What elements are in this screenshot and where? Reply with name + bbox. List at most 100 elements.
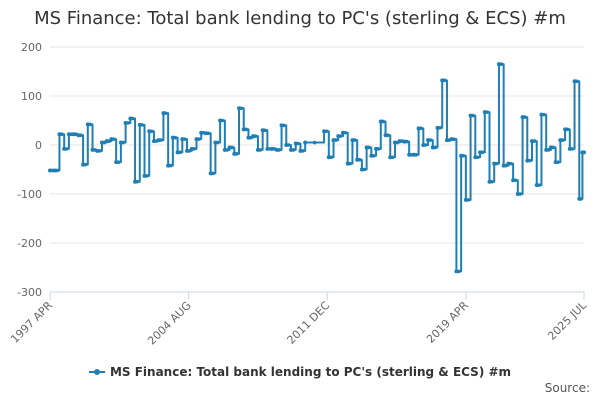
data-point[interactable] [83,162,88,167]
data-point[interactable] [301,149,305,153]
data-point[interactable] [286,143,291,147]
data-point[interactable] [419,126,423,131]
data-point[interactable] [551,145,556,150]
data-point[interactable] [348,161,352,166]
data-point[interactable] [442,78,447,83]
data-point[interactable] [404,139,409,144]
data-point[interactable] [367,145,371,150]
data-point[interactable] [390,155,395,160]
data-point[interactable] [513,178,518,183]
data-point[interactable] [215,140,220,145]
series-line[interactable] [50,63,584,273]
data-point[interactable] [145,174,149,178]
data-point[interactable] [466,198,471,202]
data-point[interactable] [55,168,59,173]
data-point[interactable] [230,145,234,150]
data-point[interactable] [485,110,489,114]
data-point[interactable] [579,197,583,201]
data-point[interactable] [163,111,168,115]
data-point[interactable] [220,118,225,123]
data-point[interactable] [343,130,348,135]
data-point[interactable] [178,150,182,155]
data-point[interactable] [581,150,586,155]
data-point[interactable] [428,138,433,142]
data-point[interactable] [239,106,244,111]
data-point[interactable] [267,147,272,151]
data-point[interactable] [173,135,178,140]
data-point[interactable] [88,122,92,127]
data-point[interactable] [504,163,508,168]
data-point[interactable] [433,145,437,150]
data-point[interactable] [494,161,499,166]
data-point[interactable] [518,192,523,196]
data-point[interactable] [234,152,239,156]
data-point[interactable] [149,129,154,134]
data-point[interactable] [324,129,329,134]
data-point[interactable] [126,121,130,125]
data-point[interactable] [296,141,300,146]
data-point[interactable] [560,138,565,142]
data-point[interactable] [386,133,390,137]
data-point[interactable] [353,138,357,142]
data-point[interactable] [130,116,135,121]
data-point[interactable] [60,132,64,137]
credits[interactable]: Source: [544,381,590,395]
data-point[interactable] [371,153,376,158]
data-point[interactable] [93,148,97,152]
data-point[interactable] [409,153,414,157]
data-point[interactable] [471,113,475,118]
data-point[interactable] [107,139,111,143]
data-point[interactable] [116,160,121,164]
data-point[interactable] [461,153,466,158]
data-point[interactable] [211,171,215,176]
data-point[interactable] [475,155,480,160]
data-point[interactable] [414,153,419,157]
data-point[interactable] [182,137,187,141]
data-point[interactable] [277,148,281,152]
data-point[interactable] [556,160,560,164]
data-point[interactable] [423,143,428,147]
data-point[interactable] [575,79,579,84]
data-point[interactable] [111,137,116,141]
data-point[interactable] [78,133,83,137]
data-point[interactable] [253,134,258,138]
data-point[interactable] [249,135,253,140]
data-point[interactable] [74,132,78,137]
data-point[interactable] [225,148,230,152]
data-point[interactable] [64,147,69,151]
data-point[interactable] [334,138,338,142]
data-point[interactable] [291,148,296,152]
data-point[interactable] [447,138,452,142]
data-point[interactable] [282,123,286,128]
data-point[interactable] [537,183,541,187]
data-point[interactable] [272,147,277,151]
data-point[interactable] [201,130,206,135]
data-point[interactable] [159,138,163,142]
data-point[interactable] [452,137,456,141]
data-point[interactable] [192,147,196,151]
data-point[interactable] [542,112,546,117]
data-point[interactable] [154,139,159,143]
data-point[interactable] [357,157,362,162]
data-point[interactable] [400,139,404,143]
data-point[interactable] [97,149,102,153]
data-point[interactable] [329,155,333,160]
data-point[interactable] [362,167,367,172]
data-point[interactable] [102,140,107,145]
data-point[interactable] [490,179,494,184]
data-point[interactable] [197,137,201,141]
data-point[interactable] [508,161,513,166]
data-point[interactable] [499,62,504,66]
data-point[interactable] [140,123,144,127]
data-point[interactable] [381,119,385,124]
data-point[interactable] [69,132,74,137]
data-point[interactable] [312,140,317,145]
data-point[interactable] [438,126,442,130]
data-point[interactable] [338,134,343,138]
data-point[interactable] [523,115,527,119]
data-point[interactable] [258,148,263,152]
data-point[interactable] [168,163,173,168]
data-point[interactable] [456,269,461,274]
data-point[interactable] [395,140,400,145]
legend[interactable]: MS Finance: Total bank lending to PC's (… [0,365,600,379]
